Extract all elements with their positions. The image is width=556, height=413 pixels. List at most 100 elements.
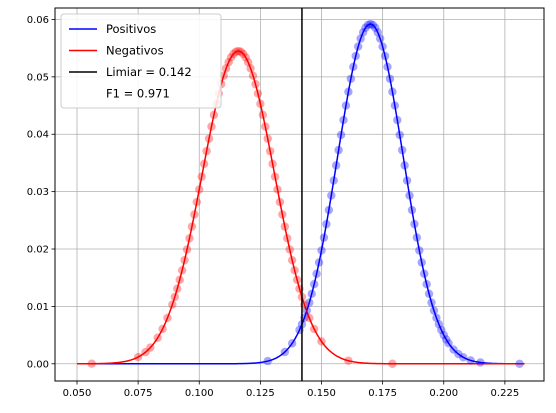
- data-point-negativos: [141, 348, 150, 357]
- data-point-positivos: [400, 161, 409, 170]
- y-tick-label: 0.05: [27, 72, 49, 83]
- data-point-positivos: [439, 330, 448, 340]
- x-tick-label: 0.050: [63, 388, 92, 399]
- curves: [77, 23, 525, 365]
- series-line-positivos: [77, 23, 525, 365]
- data-point-positivos: [444, 339, 453, 348]
- data-point-negativos: [231, 47, 241, 56]
- data-point-negativos: [192, 197, 202, 207]
- data-point-positivos: [339, 115, 348, 125]
- data-point-negativos: [285, 245, 294, 254]
- data-point-negativos: [388, 359, 397, 368]
- data-point-positivos: [388, 87, 397, 96]
- data-point-negativos: [204, 134, 214, 143]
- data-point-positivos: [427, 298, 436, 307]
- legend-label: Negativos: [106, 44, 164, 58]
- legend-box: [60, 13, 222, 109]
- data-point-positivos: [327, 191, 336, 200]
- data-point-negativos: [158, 324, 167, 334]
- data-point-negativos: [290, 266, 299, 275]
- data-point-positivos: [419, 269, 429, 278]
- data-point-positivos: [344, 87, 353, 96]
- data-point-positivos: [329, 176, 338, 185]
- data-point-positivos: [449, 345, 458, 354]
- data-point-positivos: [390, 101, 400, 110]
- data-point-positivos: [366, 19, 375, 29]
- data-point-positivos: [334, 145, 343, 155]
- data-point-positivos: [417, 258, 426, 267]
- data-point-negativos: [292, 275, 302, 285]
- data-point-positivos: [356, 34, 365, 43]
- x-tick-label: 0.150: [307, 388, 336, 399]
- data-point-positivos: [434, 320, 444, 329]
- data-point-positivos: [380, 51, 390, 61]
- data-point-positivos: [349, 62, 358, 71]
- data-point-positivos: [476, 358, 485, 367]
- data-point-positivos: [373, 28, 382, 37]
- data-point-positivos: [314, 258, 324, 267]
- data-point-negativos: [309, 324, 319, 334]
- data-point-negativos: [182, 245, 192, 254]
- data-point-negativos: [258, 110, 268, 120]
- data-point-positivos: [358, 28, 368, 37]
- data-point-negativos: [268, 159, 277, 169]
- data-point-negativos: [87, 359, 96, 368]
- data-point-negativos: [173, 284, 182, 293]
- data-point-positivos: [397, 145, 407, 155]
- data-point-negativos: [287, 255, 297, 265]
- plot-frame: [54, 7, 545, 382]
- data-point-positivos: [361, 23, 370, 32]
- data-point-positivos: [412, 233, 422, 242]
- data-point-positivos: [437, 325, 446, 335]
- data-point-negativos: [187, 222, 197, 231]
- data-point-positivos: [351, 51, 360, 61]
- legend-label: F1 = 0.971: [106, 87, 170, 101]
- legend: Positivos Negativos Limiar = 0.142 F1 = 0.9…: [60, 13, 222, 109]
- data-point-positivos: [429, 306, 439, 315]
- data-point-negativos: [226, 53, 236, 62]
- x-tick-label: 0.225: [491, 388, 520, 399]
- data-point-positivos: [307, 289, 316, 299]
- y-tick-label: 0.02: [27, 245, 49, 256]
- data-point-negativos: [199, 159, 209, 169]
- data-point-negativos: [273, 185, 282, 194]
- y-axis: 0.00 0.01 0.02 0.03 0.04 0.05 0.06: [27, 15, 55, 370]
- data-point-positivos: [375, 34, 385, 43]
- data-point-negativos: [305, 313, 314, 323]
- data-point-negativos: [261, 122, 270, 131]
- data-point-positivos: [368, 20, 378, 30]
- data-point-positivos: [395, 130, 404, 140]
- data-point-positivos: [432, 313, 441, 323]
- data-point-positivos: [302, 306, 312, 315]
- data-point-negativos: [248, 71, 258, 80]
- data-point-positivos: [322, 219, 331, 229]
- data-point-negativos: [221, 64, 231, 73]
- y-tick-label: 0.06: [27, 15, 49, 26]
- data-point-negativos: [234, 46, 243, 56]
- data-point-positivos: [353, 42, 363, 51]
- data-point-positivos: [336, 130, 346, 140]
- data-point-negativos: [270, 172, 280, 181]
- data-point-positivos: [312, 269, 321, 278]
- data-point-negativos: [207, 122, 216, 131]
- data-point-negativos: [229, 49, 238, 59]
- data-point-negativos: [253, 89, 263, 98]
- data-point-negativos: [202, 146, 211, 156]
- data-point-positivos: [424, 289, 434, 299]
- data-point-positivos: [405, 191, 414, 200]
- data-point-positivos: [410, 219, 419, 229]
- x-axis: 0.050 0.075 0.100 0.125 0.150 0.175 0.200 0.225: [63, 381, 520, 399]
- data-point-positivos: [415, 246, 424, 255]
- data-point-negativos: [219, 71, 228, 80]
- data-point-negativos: [180, 255, 189, 265]
- data-point-positivos: [466, 356, 475, 365]
- grid: [55, 8, 544, 381]
- data-point-positivos: [407, 205, 417, 215]
- data-point-negativos: [344, 356, 353, 365]
- data-point-negativos: [133, 352, 143, 362]
- data-point-positivos: [331, 161, 341, 170]
- data-point-negativos: [246, 64, 255, 73]
- data-point-positivos: [402, 176, 412, 185]
- data-point-positivos: [346, 74, 356, 83]
- data-point-negativos: [168, 300, 177, 309]
